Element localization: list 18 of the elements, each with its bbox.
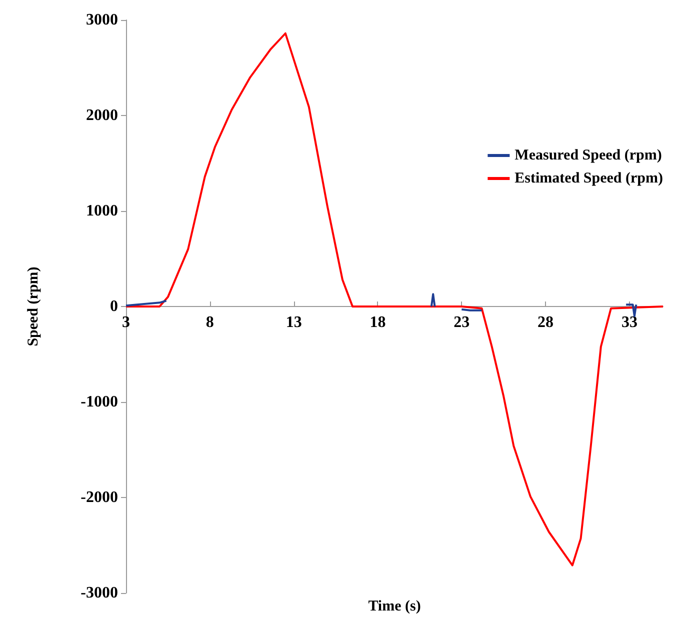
legend-label: Estimated Speed (rpm): [514, 170, 664, 186]
x-axis-title: Time (s): [368, 598, 421, 614]
x-tick-label: 33: [621, 314, 638, 331]
x-tick-label: 3: [122, 314, 130, 331]
legend-label: Measured Speed (rpm): [514, 148, 662, 164]
y-tick-label: 0: [110, 298, 118, 315]
y-tick-label: 3000: [86, 12, 118, 28]
y-tick-label: -2000: [80, 489, 118, 506]
x-tick-label: 23: [454, 314, 470, 331]
x-tick-label: 28: [538, 314, 554, 331]
y-tick-label: 2000: [86, 107, 118, 124]
x-tick-label: 8: [206, 314, 214, 331]
x-tick-label: 18: [370, 314, 386, 331]
y-tick-label: 1000: [86, 202, 118, 220]
y-axis-title: Speed (rpm): [26, 266, 42, 346]
y-tick-label: -3000: [80, 584, 118, 602]
x-tick-label: 13: [286, 314, 302, 331]
y-tick-label: -1000: [80, 394, 118, 410]
